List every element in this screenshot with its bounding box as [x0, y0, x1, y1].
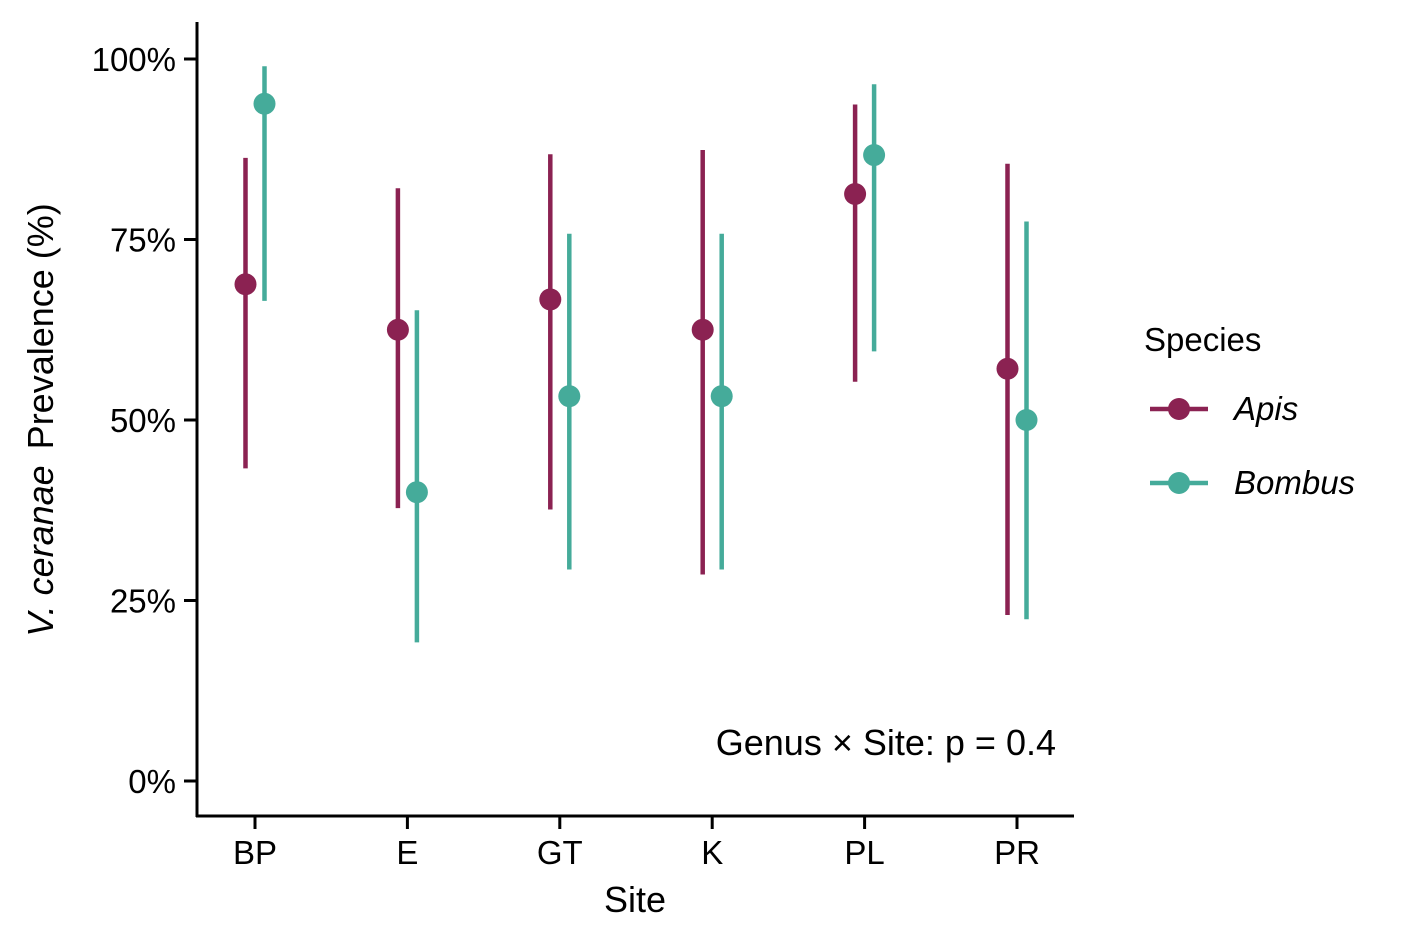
y-tick-label: 100%	[92, 41, 176, 78]
data-point	[691, 318, 714, 341]
x-axis-title: Site	[604, 879, 666, 920]
y-tick-label: 50%	[110, 402, 176, 439]
legend-item-bombus: Bombus	[1150, 464, 1355, 501]
legend-label: Bombus	[1234, 464, 1355, 501]
data-point	[996, 357, 1019, 380]
x-tick-label: BP	[233, 834, 277, 871]
y-axis-ticks: 0% 25% 50% 75% 100%	[92, 41, 197, 800]
x-tick-label: PR	[994, 834, 1040, 871]
x-tick-label: K	[701, 834, 723, 871]
data-point	[1015, 409, 1038, 431]
data-point	[710, 385, 733, 408]
y-axis-title: V. ceranae Prevalence (%)	[20, 203, 61, 637]
data-point	[253, 92, 276, 115]
y-tick-label: 75%	[110, 222, 176, 259]
data-point	[405, 481, 428, 504]
legend-key-point	[1168, 472, 1190, 494]
data-point	[386, 318, 409, 341]
y-tick-label: 25%	[110, 583, 176, 620]
series-layer	[234, 66, 1038, 643]
y-axis-title-species: V. ceranae	[20, 465, 61, 636]
data-point	[234, 273, 257, 296]
annotation-text: Genus × Site: p = 0.4	[716, 722, 1056, 763]
data-point	[844, 183, 867, 206]
data-point	[539, 288, 562, 311]
legend-key-point	[1168, 398, 1190, 420]
x-tick-label: E	[396, 834, 418, 871]
legend-items: Apis Bombus	[1150, 390, 1355, 501]
data-point	[863, 144, 886, 167]
legend: Species Apis Bombus	[1144, 321, 1355, 501]
data-point	[558, 385, 581, 408]
y-axis-title-rest: Prevalence (%)	[20, 203, 61, 449]
x-axis-ticks: BP E GT K PL PR	[233, 816, 1040, 871]
y-tick-label: 0%	[128, 763, 176, 800]
series-apis	[234, 104, 1019, 615]
legend-title: Species	[1144, 321, 1261, 358]
x-tick-label: GT	[537, 834, 583, 871]
legend-item-apis: Apis	[1150, 390, 1298, 427]
x-tick-label: PL	[844, 834, 884, 871]
legend-label: Apis	[1232, 390, 1298, 427]
series-bombus	[253, 66, 1038, 643]
